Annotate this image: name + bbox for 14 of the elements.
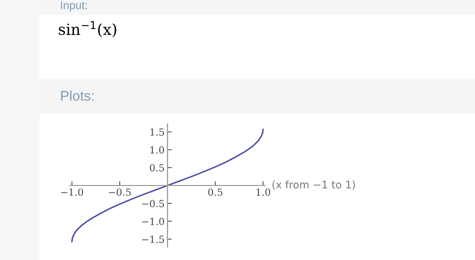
y-tick-label: −0.5	[142, 200, 164, 208]
x-axis-title: (x from −1 to 1)	[272, 180, 355, 190]
y-tick-label: −1.5	[142, 236, 164, 243]
y-tick-label: 0.5	[150, 164, 164, 172]
x-tick-label: 1.0	[256, 188, 270, 196]
x-tick-label: −1.0	[61, 188, 84, 196]
x-tick-label: −0.5	[108, 188, 131, 196]
text: Input:	[61, 1, 87, 12]
y-tick-label: 1.0	[150, 146, 164, 154]
chart-subtitle: Plots:	[61, 90, 94, 101]
y-tick-label: 1.5	[150, 128, 164, 136]
x-tick-label: 0.5	[208, 188, 222, 196]
y-tick-label: −1.0	[142, 218, 164, 226]
chart-title: sin$^{−1}$(x)	[58, 21, 116, 38]
